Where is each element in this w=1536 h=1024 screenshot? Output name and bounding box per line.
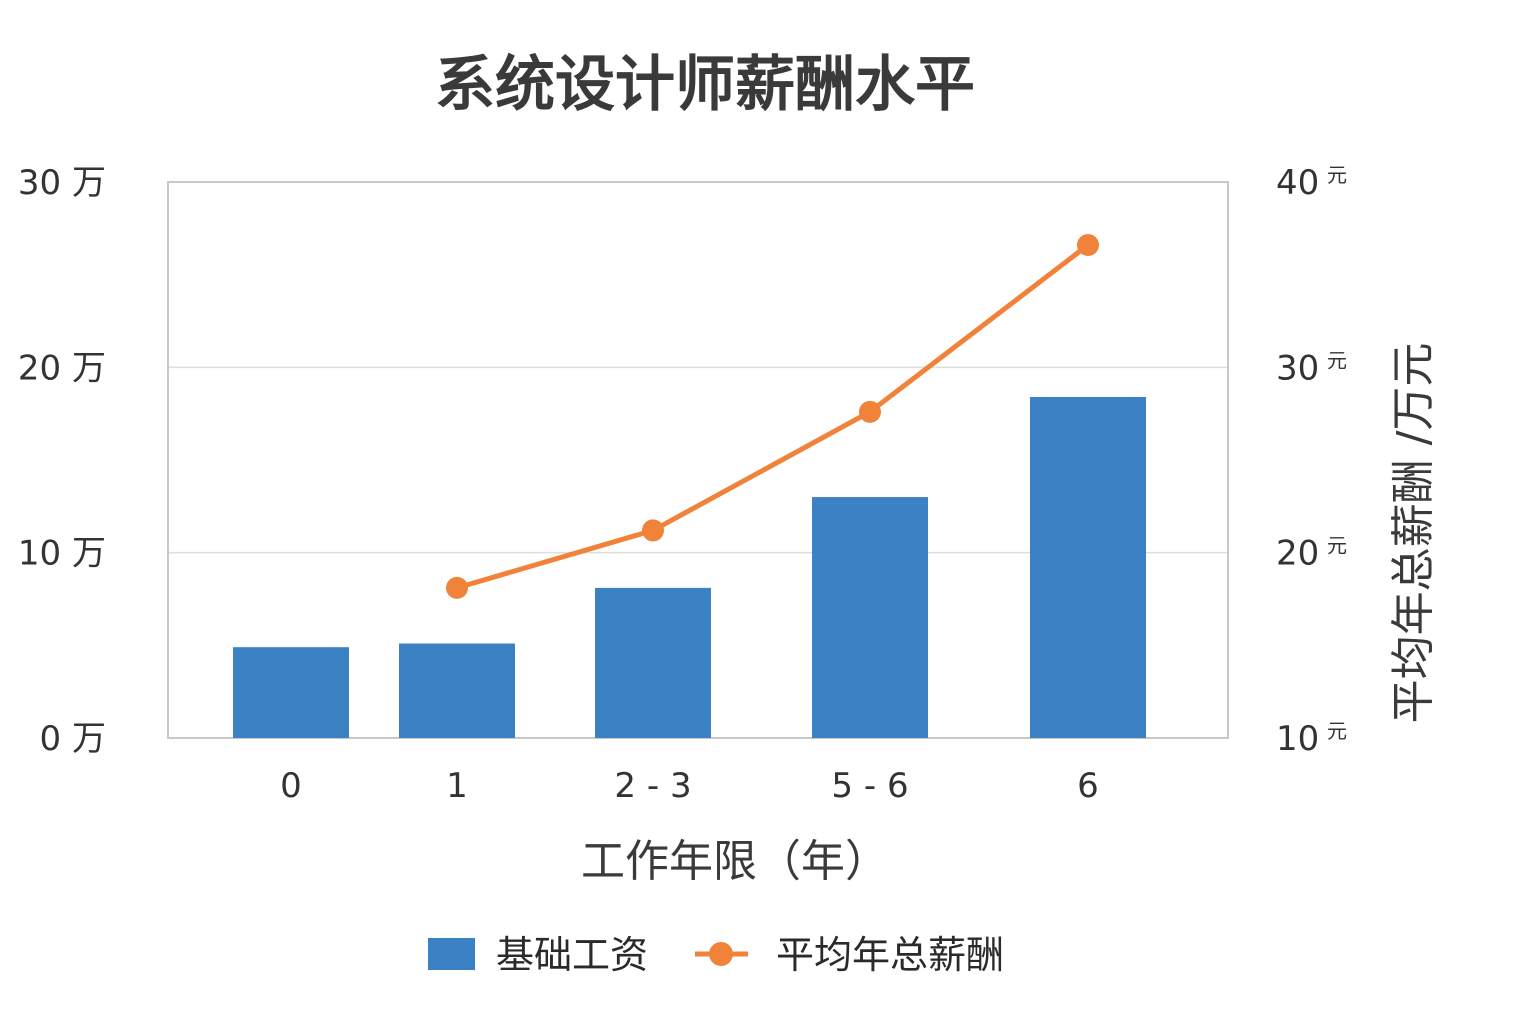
line-series — [446, 234, 1099, 599]
x-axis-title: 工作年限（年） — [581, 836, 889, 887]
line-point-2 — [642, 519, 664, 542]
right-tick-label-1: 20 — [1276, 534, 1319, 574]
left-axis: 0 万 10 万 20 万 30 万 — [18, 163, 106, 759]
right-tick-unit-3: 元 — [1327, 163, 1347, 187]
right-tick-unit-2: 元 — [1327, 348, 1347, 372]
left-tick-label-0: 0 万 — [40, 719, 106, 759]
x-tick-label-4: 6 — [1077, 766, 1099, 806]
right-tick-unit-1: 元 — [1327, 534, 1347, 558]
left-tick-label-1: 10 万 — [18, 534, 106, 574]
right-axis-title: 平均年总薪酬 /万元 — [1388, 343, 1439, 724]
x-tick-label-2: 2 - 3 — [614, 766, 691, 806]
series-line — [454, 242, 1091, 591]
line-point-4 — [1077, 234, 1099, 257]
legend-label-line: 平均年总薪酬 — [776, 933, 1004, 977]
legend-swatch-marker — [709, 942, 733, 966]
left-tick-label-3: 30 万 — [18, 163, 106, 203]
x-axis: 0 1 2 - 3 5 - 6 6 — [280, 766, 1099, 806]
line-point-3 — [859, 400, 881, 423]
x-tick-label-1: 1 — [446, 766, 468, 806]
bar-0 — [233, 647, 349, 738]
right-tick-unit-0: 元 — [1327, 719, 1347, 743]
line-point-1 — [446, 576, 468, 599]
right-axis: 10 元 20 元 30 元 40 元 — [1276, 163, 1347, 759]
bar-1 — [399, 643, 515, 738]
bar-2 — [595, 587, 711, 738]
legend-label-bar: 基础工资 — [496, 933, 648, 977]
right-tick-label-0: 10 — [1276, 719, 1319, 759]
bar-4 — [1030, 396, 1146, 738]
legend: 基础工资 平均年总薪酬 — [428, 933, 1004, 977]
bar-series — [233, 396, 1146, 738]
x-tick-label-0: 0 — [280, 766, 302, 806]
bar-3 — [812, 497, 928, 738]
right-tick-label-3: 40 — [1276, 163, 1319, 203]
x-tick-label-3: 5 - 6 — [831, 766, 908, 806]
right-tick-label-2: 30 — [1276, 348, 1319, 388]
legend-swatch-bar — [428, 938, 475, 970]
left-tick-label-2: 20 万 — [18, 348, 106, 388]
chart-title: 系统设计师薪酬水平 — [435, 50, 975, 120]
